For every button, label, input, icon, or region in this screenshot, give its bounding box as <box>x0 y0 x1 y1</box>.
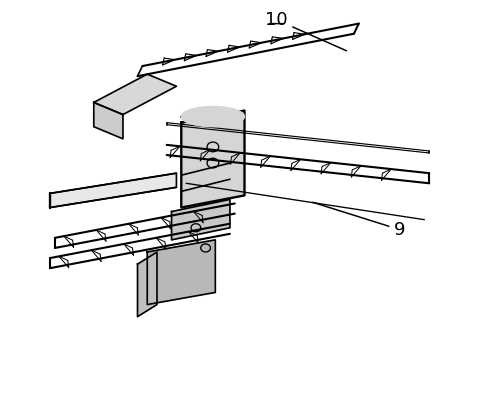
Polygon shape <box>94 103 122 139</box>
Text: 10: 10 <box>264 11 346 51</box>
Polygon shape <box>94 74 176 115</box>
Polygon shape <box>147 240 215 304</box>
Polygon shape <box>171 199 229 240</box>
Polygon shape <box>181 111 244 208</box>
Text: 9: 9 <box>312 202 405 239</box>
Ellipse shape <box>181 107 244 127</box>
Polygon shape <box>137 252 157 317</box>
Polygon shape <box>50 173 176 208</box>
